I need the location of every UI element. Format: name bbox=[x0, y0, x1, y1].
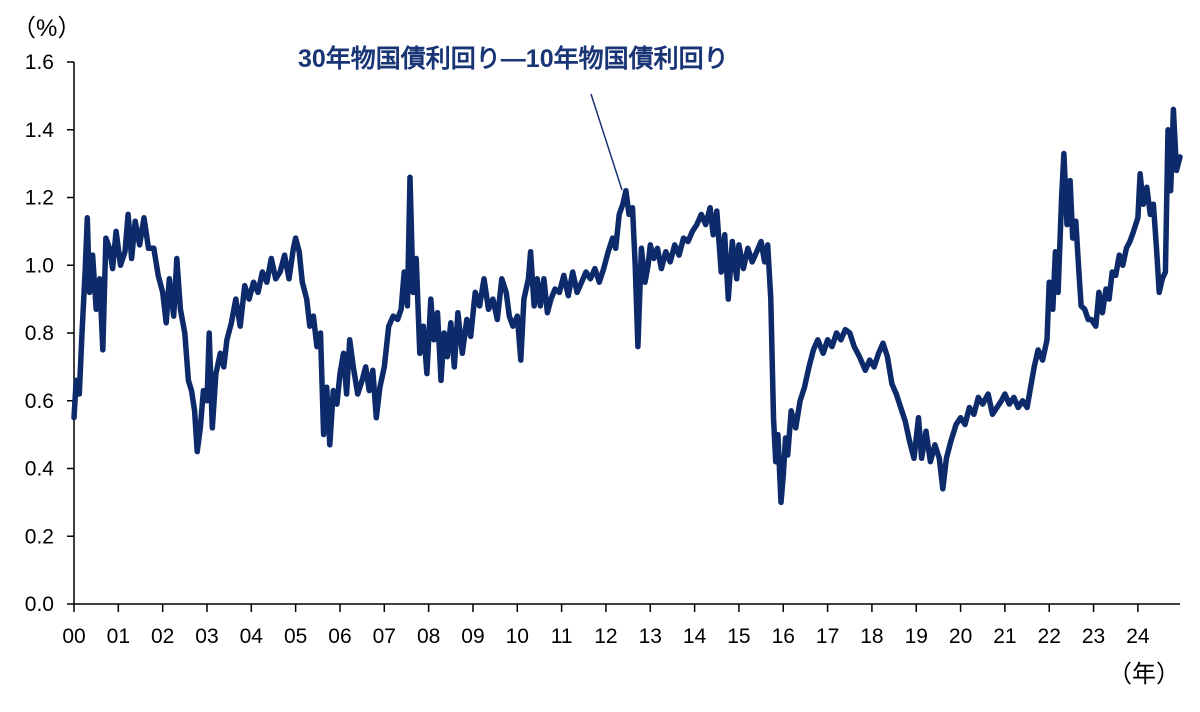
x-tick-label: 23 bbox=[1082, 625, 1105, 648]
series-layer bbox=[71, 106, 1183, 506]
y-tick-label: 1.6 bbox=[25, 51, 54, 74]
y-tick-label: 1.2 bbox=[25, 187, 54, 210]
x-axis: 00 01 02 03 04 05 06 07 08 09 10 11 12 13 14 15 16 17 18 19… bbox=[62, 603, 1180, 648]
y-tick-label: 0.6 bbox=[25, 390, 54, 413]
x-tick-label: 16 bbox=[772, 625, 795, 648]
x-tick-label: 22 bbox=[1038, 625, 1061, 648]
x-tick-label: 15 bbox=[727, 625, 750, 648]
x-tick-label: 03 bbox=[195, 625, 218, 648]
series-line bbox=[71, 106, 1183, 506]
x-tick-label: 12 bbox=[594, 625, 617, 648]
x-tick-label: 08 bbox=[417, 625, 440, 648]
x-tick-label: 20 bbox=[949, 625, 972, 648]
x-tick-label: 07 bbox=[373, 625, 396, 648]
annotation-leader-line bbox=[590, 93, 623, 191]
x-axis-unit-label: （年） bbox=[1108, 661, 1180, 688]
y-axis: 0.0 0.2 0.4 0.6 0.8 1.0 1.2 1.4 1.6 bbox=[25, 51, 75, 616]
y-tick-label: 0.8 bbox=[25, 322, 54, 345]
x-tick-label: 06 bbox=[328, 625, 351, 648]
x-tick-label: 21 bbox=[993, 625, 1016, 648]
x-tick-label: 14 bbox=[683, 625, 707, 648]
x-tick-label: 04 bbox=[240, 625, 264, 648]
x-tick-label: 17 bbox=[816, 625, 839, 648]
x-tick-label: 09 bbox=[461, 625, 484, 648]
x-tick-label: 11 bbox=[551, 625, 573, 648]
y-tick-label: 0.4 bbox=[25, 458, 55, 481]
x-tick-label: 13 bbox=[639, 625, 662, 648]
y-tick-label: 0.2 bbox=[25, 525, 54, 548]
y-tick-label: 1.4 bbox=[25, 119, 55, 142]
x-tick-label: 02 bbox=[151, 625, 174, 648]
y-axis-unit-label: （%） bbox=[12, 15, 81, 42]
x-tick-label: 10 bbox=[506, 625, 529, 648]
y-tick-label: 1.0 bbox=[25, 254, 54, 277]
x-tick-label: 19 bbox=[905, 625, 928, 648]
y-tick-label: 0.0 bbox=[25, 593, 54, 616]
x-tick-label: 01 bbox=[107, 625, 130, 648]
x-tick-label: 24 bbox=[1126, 625, 1150, 648]
x-tick-label: 05 bbox=[284, 625, 307, 648]
annotation-label: 30年物国債利回り―10年物国債利回り bbox=[298, 44, 729, 73]
x-tick-label: 00 bbox=[62, 625, 85, 648]
x-tick-label: 18 bbox=[860, 625, 883, 648]
